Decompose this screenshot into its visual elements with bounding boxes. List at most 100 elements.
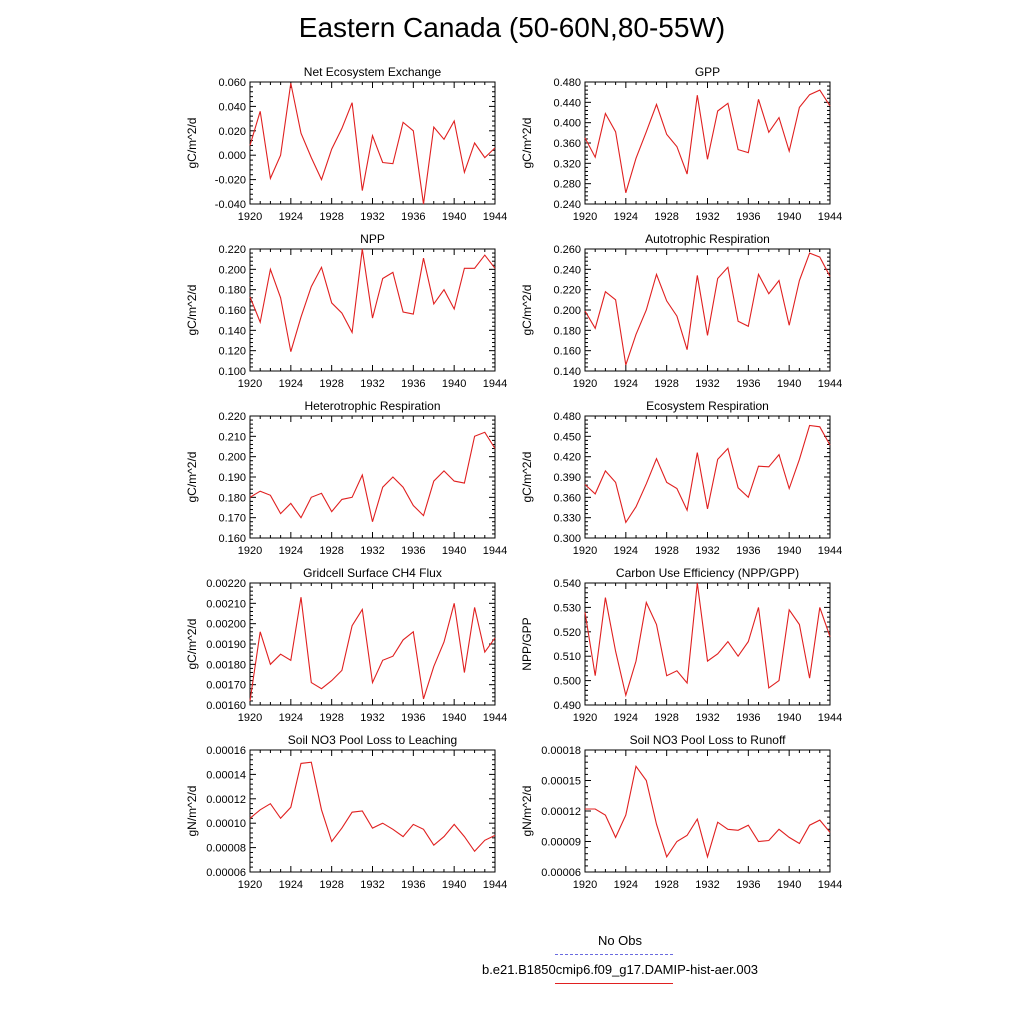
x-tick-label: 1940 bbox=[442, 545, 466, 557]
y-tick-label: 0.170 bbox=[218, 513, 246, 525]
y-tick-label: 0.400 bbox=[553, 118, 581, 130]
y-axis-label: gN/m^2/d bbox=[520, 786, 534, 837]
x-tick-label: 1924 bbox=[279, 211, 303, 223]
y-tick-label: 0.500 bbox=[553, 676, 581, 688]
y-tick-label: 0.00006 bbox=[541, 867, 581, 879]
y-tick-label: -0.040 bbox=[215, 199, 246, 211]
y-tick-label: 0.200 bbox=[218, 264, 246, 276]
y-tick-label: 0.160 bbox=[553, 346, 581, 358]
x-tick-label: 1924 bbox=[279, 378, 303, 390]
y-tick-label: 0.330 bbox=[553, 513, 581, 525]
y-tick-label: 0.210 bbox=[218, 431, 246, 443]
panel-9: Soil NO3 Pool Loss to Runoff gN/m^2/d 0.00… bbox=[520, 733, 842, 891]
y-tick-label: 0.160 bbox=[218, 305, 246, 317]
y-tick-label: 0.520 bbox=[553, 627, 581, 639]
y-tick-label: 0.510 bbox=[553, 651, 581, 663]
panel-title: Autotrophic Respiration bbox=[645, 232, 770, 246]
x-tick-label: 1920 bbox=[238, 545, 262, 557]
x-tick-label: 1940 bbox=[442, 378, 466, 390]
x-tick-label: 1932 bbox=[695, 378, 719, 390]
y-axis-label: gC/m^2/d bbox=[520, 285, 534, 336]
y-tick-label: 0.00012 bbox=[541, 806, 581, 818]
y-tick-label: 0.140 bbox=[553, 366, 581, 378]
x-tick-label: 1920 bbox=[573, 378, 597, 390]
x-tick-label: 1936 bbox=[736, 378, 760, 390]
x-tick-label: 1944 bbox=[818, 211, 842, 223]
y-tick-label: 0.190 bbox=[218, 472, 246, 484]
x-tick-label: 1944 bbox=[483, 545, 507, 557]
y-tick-label: 0.120 bbox=[218, 346, 246, 358]
panel-4: Heterotrophic Respiration gC/m^2/d 0.160 0.… bbox=[185, 399, 507, 557]
y-tick-label: 0.480 bbox=[553, 411, 581, 423]
panel-8: Soil NO3 Pool Loss to Leaching gN/m^2/d 0.… bbox=[185, 733, 507, 891]
legend-label-model: b.e21.B1850cmip6.f09_g17.DAMIP-hist-aer.… bbox=[481, 962, 759, 977]
y-tick-label: 0.240 bbox=[553, 199, 581, 211]
x-tick-label: 1932 bbox=[695, 712, 719, 724]
y-axis-label: gC/m^2/d bbox=[185, 452, 199, 503]
y-tick-label: 0.300 bbox=[553, 533, 581, 545]
y-tick-label: 0.420 bbox=[553, 452, 581, 464]
panel-title: Net Ecosystem Exchange bbox=[304, 65, 442, 79]
y-tick-label: 0.00009 bbox=[541, 837, 581, 849]
x-tick-label: 1940 bbox=[777, 378, 801, 390]
y-tick-label: 0.450 bbox=[553, 431, 581, 443]
y-tick-label: 0.180 bbox=[218, 285, 246, 297]
panel-0: Net Ecosystem Exchange gC/m^2/d -0.040 -0.0… bbox=[185, 65, 507, 223]
x-tick-label: 1928 bbox=[319, 378, 343, 390]
plot-frame bbox=[584, 81, 831, 205]
x-tick-label: 1924 bbox=[279, 712, 303, 724]
x-tick-label: 1936 bbox=[401, 211, 425, 223]
x-tick-label: 1928 bbox=[319, 211, 343, 223]
series-line-0 bbox=[584, 89, 831, 193]
x-tick-label: 1940 bbox=[777, 879, 801, 891]
panel-7: Carbon Use Efficiency (NPP/GPP) NPP/GPP 0.… bbox=[520, 566, 842, 724]
x-tick-label: 1944 bbox=[483, 378, 507, 390]
x-tick-label: 1928 bbox=[654, 879, 678, 891]
y-tick-label: 0.00006 bbox=[206, 867, 246, 879]
y-tick-label: 0.00014 bbox=[206, 769, 246, 781]
y-axis-label: gC/m^2/d bbox=[185, 118, 199, 169]
plot-frame bbox=[584, 248, 831, 372]
y-tick-label: 0.160 bbox=[218, 533, 246, 545]
y-tick-label: 0.00210 bbox=[206, 598, 246, 610]
y-axis-label: NPP/GPP bbox=[520, 617, 534, 670]
y-tick-label: 0.540 bbox=[553, 578, 581, 590]
y-tick-label: 0.180 bbox=[553, 325, 581, 337]
x-tick-label: 1924 bbox=[279, 545, 303, 557]
legend-line-obs bbox=[555, 954, 673, 955]
y-axis-label: gC/m^2/d bbox=[520, 452, 534, 503]
x-tick-label: 1940 bbox=[442, 879, 466, 891]
y-tick-label: 0.490 bbox=[553, 700, 581, 712]
y-axis-label: gC/m^2/d bbox=[185, 285, 199, 336]
x-tick-label: 1924 bbox=[614, 545, 638, 557]
y-tick-label: 0.00180 bbox=[206, 659, 246, 671]
y-tick-label: 0.00010 bbox=[206, 818, 246, 830]
panel-title: Carbon Use Efficiency (NPP/GPP) bbox=[616, 566, 799, 580]
y-axis-label: gN/m^2/d bbox=[185, 786, 199, 837]
panel-1: GPP gC/m^2/d 0.240 0.280 0.320 0.360 0.400 0.44… bbox=[520, 65, 842, 223]
y-tick-label: -0.020 bbox=[215, 175, 246, 187]
y-tick-label: 0.00170 bbox=[206, 680, 246, 692]
y-tick-label: 0.100 bbox=[218, 366, 246, 378]
y-tick-label: 0.260 bbox=[553, 244, 581, 256]
x-tick-label: 1936 bbox=[736, 545, 760, 557]
y-tick-label: 0.00008 bbox=[206, 843, 246, 855]
x-tick-label: 1920 bbox=[238, 378, 262, 390]
panel-title: Soil NO3 Pool Loss to Runoff bbox=[630, 733, 787, 747]
x-tick-label: 1944 bbox=[483, 712, 507, 724]
y-tick-label: 0.200 bbox=[553, 305, 581, 317]
x-tick-label: 1936 bbox=[401, 378, 425, 390]
y-tick-label: 0.220 bbox=[218, 244, 246, 256]
x-tick-label: 1928 bbox=[654, 378, 678, 390]
panel-title: Soil NO3 Pool Loss to Leaching bbox=[288, 733, 457, 747]
y-axis-label: gC/m^2/d bbox=[520, 118, 534, 169]
x-tick-label: 1944 bbox=[483, 879, 507, 891]
y-tick-label: 0.180 bbox=[218, 492, 246, 504]
series-line-0 bbox=[584, 424, 831, 524]
panel-title: NPP bbox=[360, 232, 385, 246]
series-line-0 bbox=[585, 764, 831, 859]
y-tick-label: 0.200 bbox=[218, 452, 246, 464]
x-tick-label: 1924 bbox=[614, 712, 638, 724]
series-line-0 bbox=[249, 431, 496, 522]
